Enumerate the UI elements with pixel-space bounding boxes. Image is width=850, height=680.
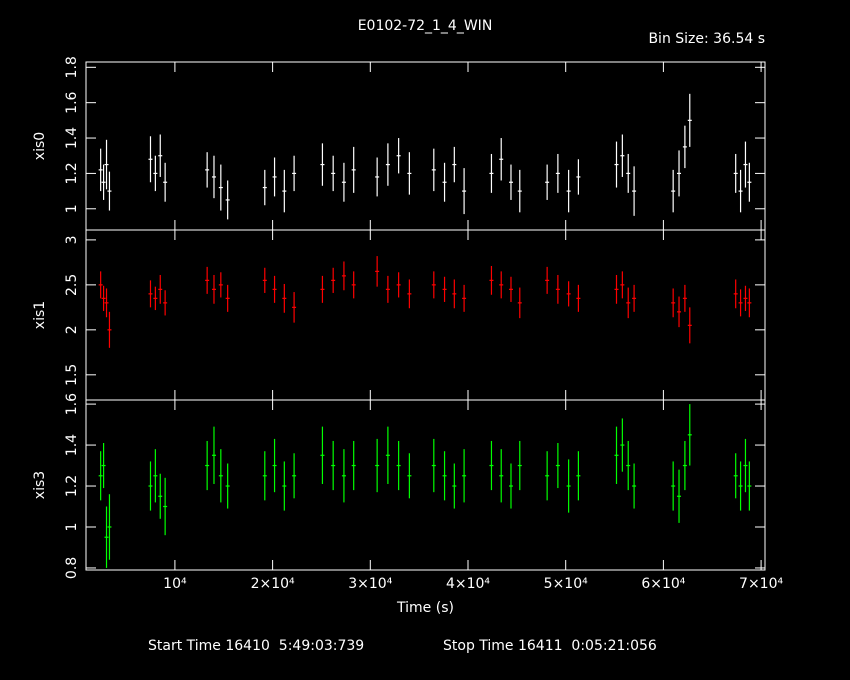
y-tick-label: 1.6 — [64, 91, 80, 113]
x-axis-label: Time (s) — [396, 600, 454, 616]
y-tick-label: 1.2 — [64, 162, 80, 184]
data-points — [98, 93, 752, 220]
data-points — [98, 256, 752, 348]
x-tick-label: 6×10⁴ — [641, 576, 685, 592]
y-axis-label: xis0 — [32, 132, 48, 160]
panel-frame — [85, 399, 766, 571]
x-tick-label: 7×10⁴ — [739, 576, 783, 592]
y-tick-label: 1.5 — [64, 364, 80, 386]
data-points — [98, 404, 752, 568]
stop-time: Stop Time 16411 0:05:21:056 — [443, 638, 657, 654]
panel-frame — [85, 61, 766, 231]
y-axis-label: xis3 — [32, 471, 48, 499]
y-tick-label: 2.5 — [64, 274, 80, 296]
y-tick-label: 1.2 — [64, 475, 80, 497]
y-tick-label: 2 — [64, 325, 80, 334]
y-tick-label: 0.8 — [64, 557, 80, 579]
bin-size: Bin Size: 36.54 s — [648, 31, 765, 47]
y-tick-label: 3 — [64, 235, 80, 244]
y-tick-label: 1 — [64, 523, 80, 532]
y-axis-label: xis1 — [32, 301, 48, 329]
x-tick-label: 10⁴ — [163, 576, 187, 592]
start-time: Start Time 16410 5:49:03:739 — [148, 638, 364, 654]
x-tick-label: 5×10⁴ — [544, 576, 588, 592]
x-tick-label: 2×10⁴ — [251, 576, 295, 592]
y-tick-label: 1 — [64, 204, 80, 213]
x-tick-label: 3×10⁴ — [348, 576, 392, 592]
y-tick-label: 1.8 — [64, 56, 80, 78]
y-tick-label: 1.4 — [64, 434, 80, 456]
x-tick-label: 4×10⁴ — [446, 576, 490, 592]
chart-title: E0102-72_1_4_WIN — [358, 18, 493, 34]
panel-frame — [85, 229, 766, 401]
y-tick-label: 1.6 — [64, 393, 80, 415]
y-tick-label: 1.4 — [64, 127, 80, 149]
